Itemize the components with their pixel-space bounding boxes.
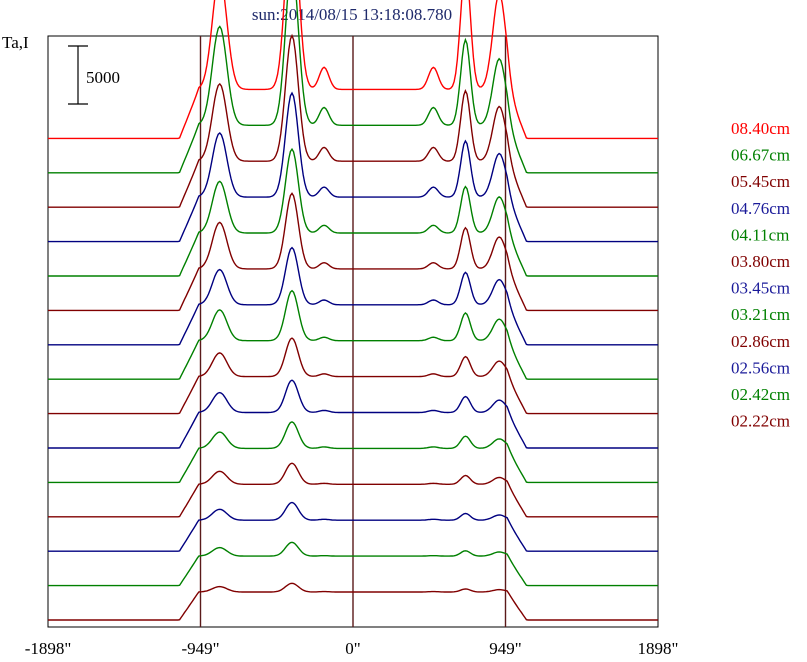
x-tick-label: 0" xyxy=(345,639,360,658)
x-tick-label: -1898" xyxy=(25,639,72,658)
legend-entry: 05.45cm xyxy=(731,172,790,191)
legend-entry: 08.40cm xyxy=(731,119,790,138)
series-line-12 xyxy=(48,501,658,552)
series-line-11 xyxy=(48,462,658,518)
series-line-13 xyxy=(48,541,658,587)
legend-entry: 03.21cm xyxy=(731,305,790,324)
series-line-14 xyxy=(48,582,658,621)
series-line-2 xyxy=(48,33,658,208)
y-axis-label: Ta,I xyxy=(2,33,29,52)
scale-bar-label: 5000 xyxy=(86,68,120,87)
legend-entry: 04.76cm xyxy=(731,199,790,218)
series-line-4 xyxy=(48,147,658,277)
series-line-9 xyxy=(48,379,658,449)
legend-entry: 03.45cm xyxy=(731,279,790,298)
series-line-1 xyxy=(48,0,658,174)
reference-lines xyxy=(199,36,507,627)
legend: 08.40cm 06.67cm 05.45cm 04.76cm 04.11cm 03.80… xyxy=(731,119,790,431)
legend-entry: 02.86cm xyxy=(731,332,790,351)
legend-entry: 02.42cm xyxy=(731,385,790,404)
series-line-8 xyxy=(48,337,658,415)
scale-bar: 5000 xyxy=(68,45,120,105)
legend-entry: 06.67cm xyxy=(731,146,790,165)
series-line-10 xyxy=(48,421,658,484)
series-line-3 xyxy=(48,91,658,243)
series-line-0 xyxy=(48,0,658,140)
legend-entry: 04.11cm xyxy=(731,225,789,244)
chart-title: sun:2014/08/15 13:18:08.780 xyxy=(252,5,452,24)
x-tick-labels: -1898" -949" 0" 949" 1898" xyxy=(25,639,679,658)
series-line-7 xyxy=(48,289,658,380)
legend-entry: 02.22cm xyxy=(731,412,790,431)
series-curves xyxy=(48,0,658,621)
legend-entry: 02.56cm xyxy=(731,358,790,377)
x-tick-label: -949" xyxy=(181,639,219,658)
x-tick-label: 1898" xyxy=(638,639,679,658)
series-line-5 xyxy=(48,192,658,312)
legend-entry: 03.80cm xyxy=(731,252,790,271)
x-tick-label: 949" xyxy=(489,639,521,658)
series-line-6 xyxy=(48,246,658,346)
